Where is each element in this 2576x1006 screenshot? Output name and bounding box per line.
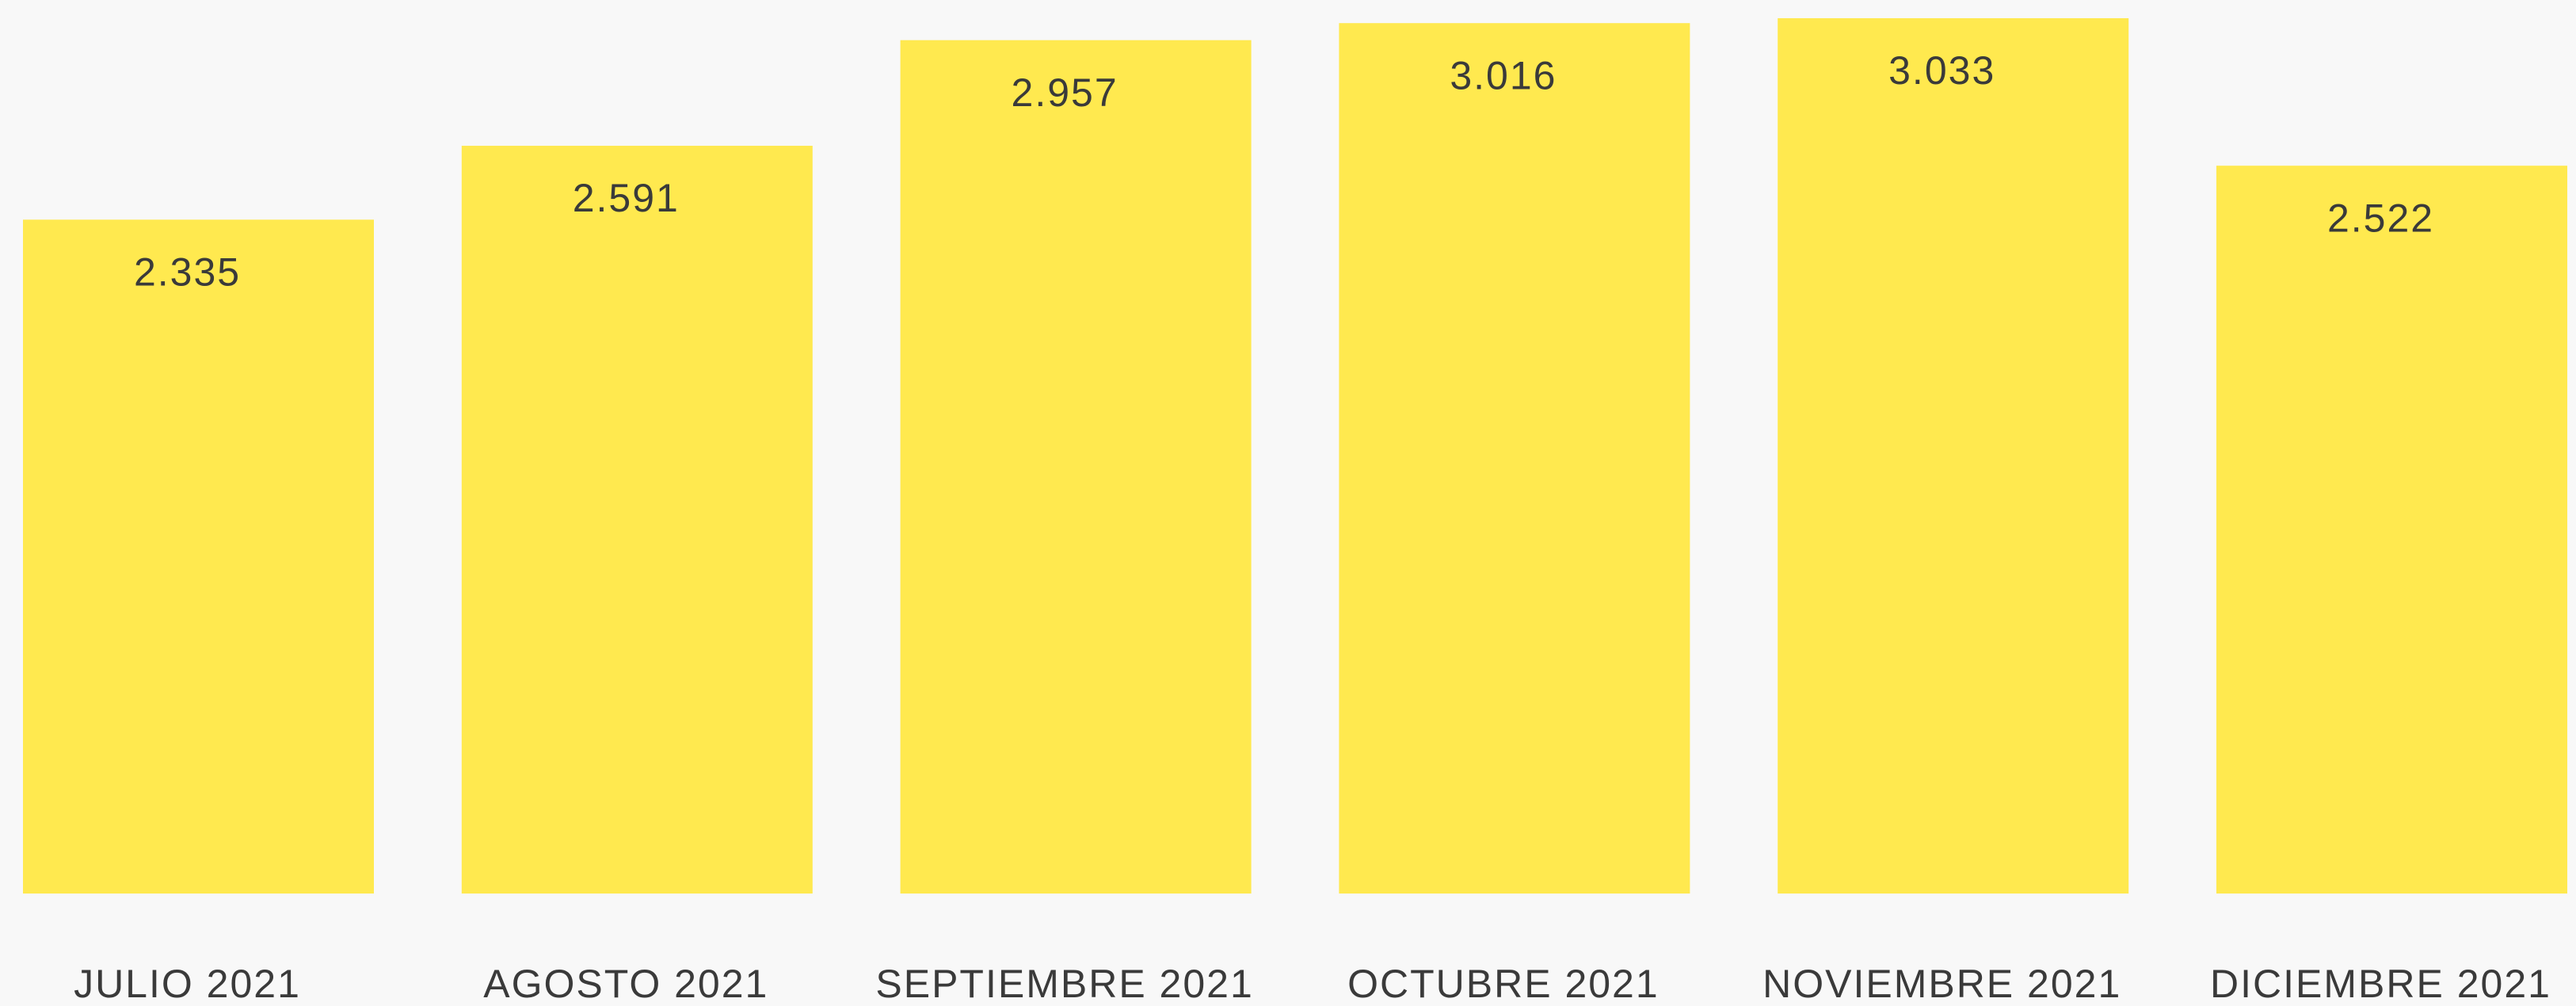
x-tick-label: DICIEMBRE 2021	[2210, 962, 2551, 1006]
bar	[900, 40, 1252, 894]
x-tick-label: JULIO 2021	[74, 962, 301, 1006]
x-tick-label: OCTUBRE 2021	[1347, 962, 1660, 1006]
bar	[2216, 166, 2567, 894]
value-label: 2.522	[2327, 196, 2434, 240]
value-label: 2.591	[573, 176, 680, 220]
bar	[23, 219, 374, 894]
value-label: 2.957	[1012, 70, 1118, 115]
bar	[1339, 23, 1690, 894]
value-label: 3.016	[1450, 53, 1557, 97]
bar	[1778, 18, 2129, 894]
bar	[461, 146, 813, 894]
x-tick-label: AGOSTO 2021	[483, 962, 768, 1006]
value-label: 3.033	[1888, 48, 1995, 93]
value-label: 2.335	[134, 250, 241, 295]
x-tick-label: SEPTIEMBRE 2021	[875, 962, 1253, 1006]
x-tick-label: NOVIEMBRE 2021	[1762, 962, 2121, 1006]
